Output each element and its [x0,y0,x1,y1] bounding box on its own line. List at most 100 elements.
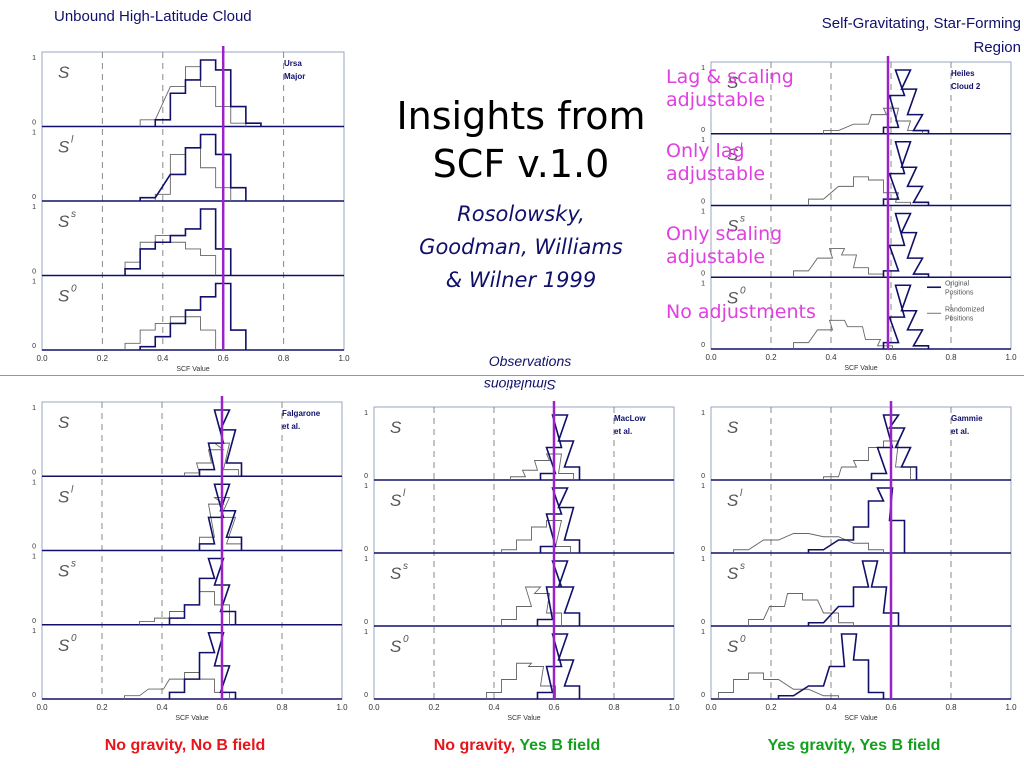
panel-label-superscript: l [71,135,74,146]
x-tick-label: 1.0 [338,354,350,363]
panel-label: S [727,637,739,656]
right-panel-title-line2: Region [973,39,1021,56]
panel-label-superscript: l [740,142,743,153]
note-no-adjustments: No adjustments [666,301,816,323]
note-lag-scaling-line1: Lag & scaling [666,66,794,88]
panel-label: S [58,63,70,82]
series-original [882,212,930,278]
y-tick-label: 0 [32,692,36,699]
y-tick-label: 0 [32,618,36,625]
observations-label: Observations [488,353,572,369]
panel-label-superscript: 0 [740,285,746,296]
y-tick-label: 0 [701,127,705,134]
dataset-tag: Cloud 2 [951,82,981,91]
caption-no-gravity-yes-b: No gravity, Yes B field [352,737,682,755]
x-tick-label: 0.2 [765,703,777,712]
series-randomized [184,442,239,477]
x-tick-label: 0.0 [368,703,380,712]
x-tick-label: 0.2 [96,703,108,712]
series-randomized [808,176,911,206]
x-tick-label: 0.8 [945,703,957,712]
x-tick-label: 0.6 [216,703,228,712]
legend-label: Positions [945,315,974,322]
series-original [882,69,930,134]
series-randomized [748,593,854,626]
legend-label: Original [945,280,970,287]
x-tick-label: 0.4 [488,703,500,712]
y-tick-label: 0 [32,544,36,551]
note-only-lag-line2: adjustable [666,163,766,185]
note-only-lag-line1: Only lag [666,140,745,162]
series-randomized [718,672,839,699]
series-original [536,633,581,699]
series-randomized [823,107,923,134]
y-tick-label: 1 [701,209,705,216]
series-original [882,140,930,206]
y-tick-label: 0 [364,473,368,480]
x-tick-label: 1.0 [336,703,348,712]
y-tick-label: 0 [32,269,36,276]
y-tick-label: 0 [32,469,36,476]
x-tick-label: 0.6 [548,703,560,712]
note-lag-scaling: Lag & scaling adjustable [666,66,794,112]
y-tick-label: 1 [32,628,36,635]
y-tick-label: 1 [32,479,36,486]
simulations-label: Simulations [483,377,557,393]
panel-label-superscript: s [740,214,745,225]
dataset-tag: Gammie [951,414,983,423]
slide-title-line1: Insights from [396,94,646,138]
series-randomized [154,147,232,201]
y-tick-label: 1 [701,65,705,72]
x-tick-label: 1.0 [668,703,680,712]
y-tick-label: 0 [364,619,368,626]
panel-label-superscript: l [740,488,743,499]
y-tick-label: 0 [32,343,36,350]
series-original [154,59,262,127]
panel-label: S [727,491,739,510]
x-tick-label: 0.8 [276,703,288,712]
series-original [807,560,900,626]
series-randomized [501,586,562,626]
x-tick-label: 0.6 [218,354,230,363]
x-tick-label: 0.8 [278,354,290,363]
y-tick-label: 1 [364,556,368,563]
note-only-scaling: Only scaling adjustable [666,223,782,269]
panel-label-superscript: s [71,559,76,570]
series-original [124,208,232,276]
series-randomized [793,248,884,278]
y-tick-label: 1 [32,55,36,62]
y-tick-label: 0 [364,546,368,553]
y-tick-label: 0 [701,692,705,699]
slide-title-line2: SCF v.1.0 [432,142,610,186]
y-tick-label: 1 [701,629,705,636]
x-tick-label: 1.0 [1005,703,1017,712]
panel-label: S [58,487,70,506]
panel-label-superscript: 0 [71,633,77,644]
x-tick-label: 0.6 [885,703,897,712]
caption-yes-gravity-yes-b: Yes gravity, Yes B field [767,737,941,754]
note-only-scaling-line1: Only scaling [666,223,783,245]
y-tick-label: 0 [364,692,368,699]
note-only-lag: Only lag adjustable [666,140,765,186]
panel-label: S [58,413,70,432]
y-tick-label: 1 [701,556,705,563]
panel-label: S [58,138,70,157]
series-original [198,409,243,477]
y-tick-label: 0 [701,342,705,349]
y-tick-label: 0 [701,619,705,626]
y-tick-label: 0 [701,199,705,206]
panel-label: S [58,212,70,231]
y-tick-label: 1 [364,629,368,636]
x-axis-label: SCF Value [844,715,877,722]
panel-label: S [727,564,739,583]
dataset-tag: Major [284,72,305,81]
observations-simulations-divider [0,375,1024,376]
y-tick-label: 1 [32,405,36,412]
legend-label: Randomized [945,306,984,313]
authors-line1: Rosolowsky, [457,202,585,226]
x-tick-label: 0.4 [825,703,837,712]
y-tick-label: 1 [364,410,368,417]
x-tick-label: 0.2 [428,703,440,712]
